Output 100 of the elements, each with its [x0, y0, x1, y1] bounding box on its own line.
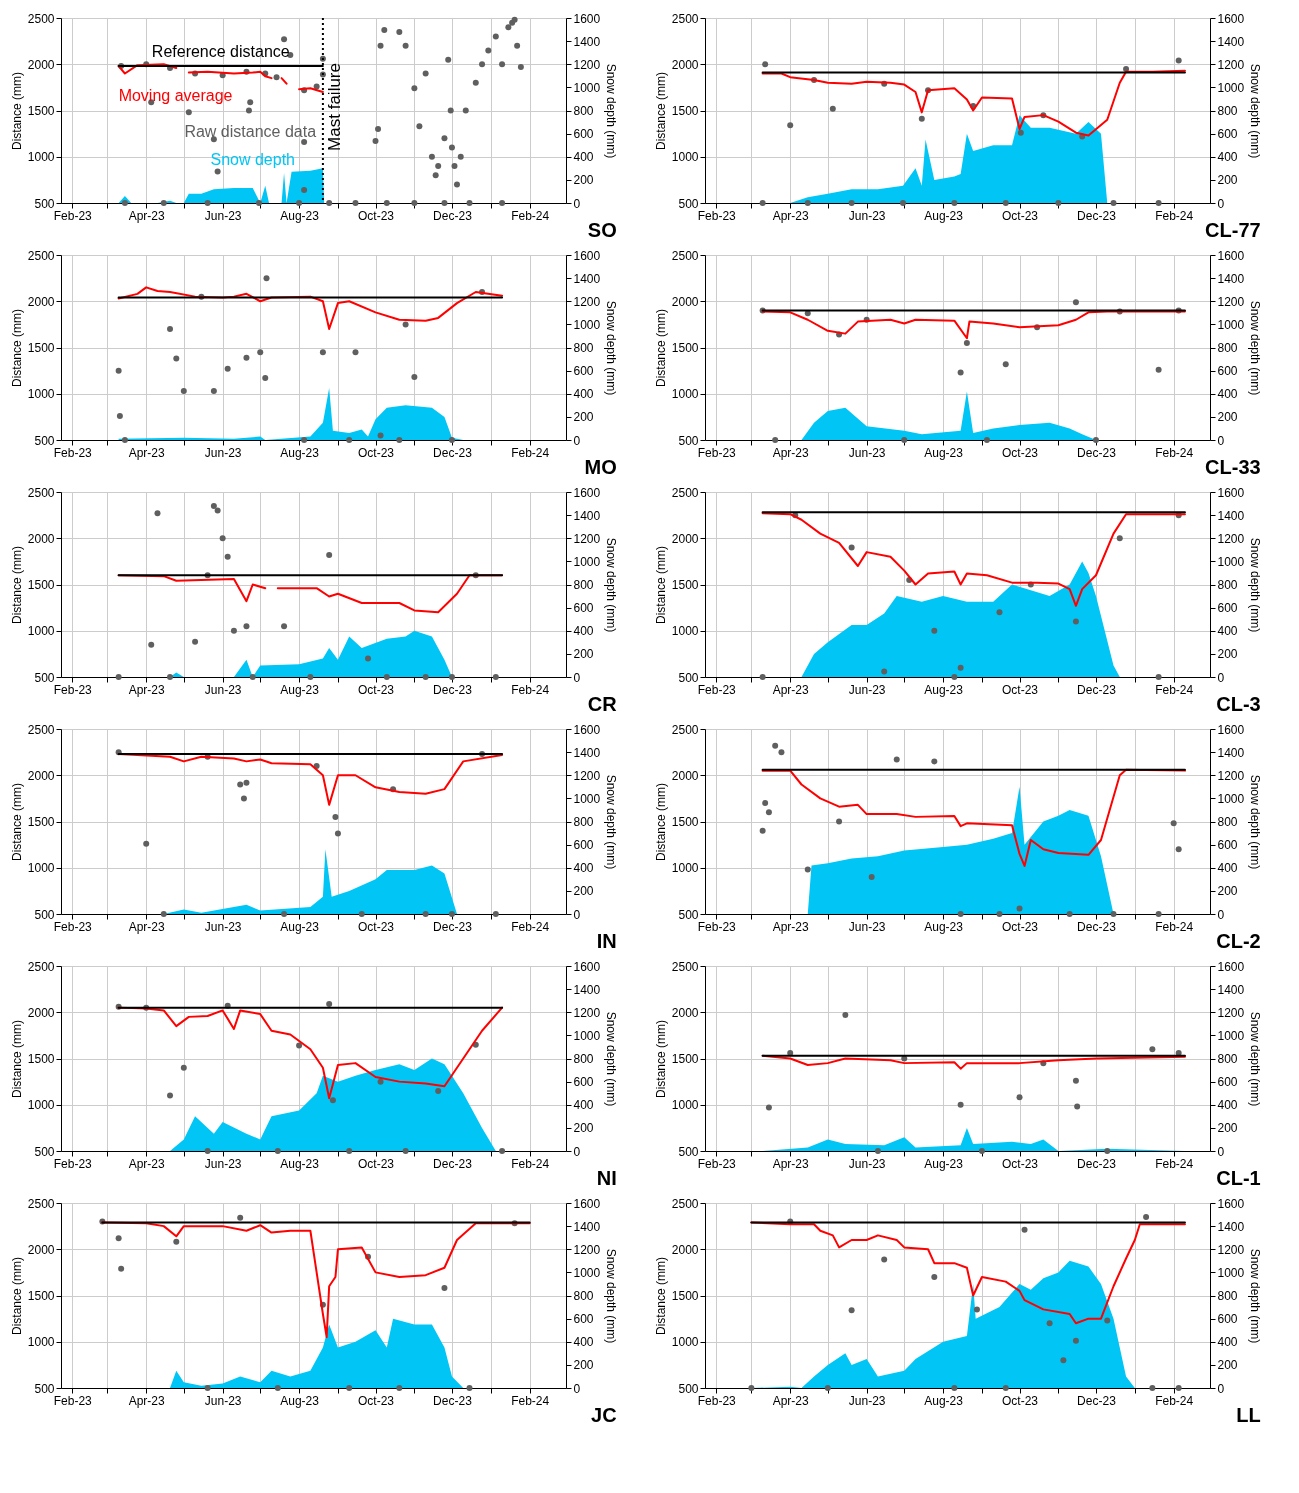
x-tick-label: Oct-23	[1002, 919, 1039, 934]
y-tick-label: 500	[34, 907, 55, 922]
x-tick-label: Oct-23	[358, 682, 395, 697]
y2-tick-label: 200	[1217, 173, 1238, 188]
y2-tick-label: 400	[1217, 150, 1238, 165]
y-tick-label: 1500	[671, 578, 699, 592]
y-tick-label: 2500	[671, 959, 699, 974]
y2-tick-label: 200	[573, 410, 594, 425]
y-axis-title: Distance (mm)	[653, 782, 668, 862]
y-tick-label: 2000	[671, 294, 699, 309]
y2-tick-label: 1200	[1217, 1242, 1245, 1257]
y2-axis-title: Snow depth (mm)	[1248, 1248, 1263, 1344]
y-tick-label: 1000	[27, 150, 55, 165]
y-tick-label: 1500	[27, 815, 55, 829]
y2-tick-label: 600	[1217, 1075, 1238, 1090]
y-tick-label: 1000	[671, 150, 699, 165]
y-tick-label: 500	[678, 1381, 699, 1396]
text: MO	[584, 456, 617, 478]
y-tick-label: 1000	[671, 1335, 699, 1350]
x-tick-label: Apr-23	[128, 919, 166, 934]
y2-tick-label: 0	[573, 196, 581, 211]
y2-tick-label: 800	[1217, 578, 1238, 592]
x-tick-label: Apr-23	[772, 682, 810, 697]
x-tick-label: Feb-23	[697, 445, 737, 460]
y-tick-label: 2500	[27, 722, 55, 737]
y-axis-title: Distance (mm)	[653, 71, 668, 151]
y2-tick-label: 400	[1217, 861, 1238, 876]
y2-tick-label: 200	[573, 1358, 594, 1373]
y2-tick-label: 200	[573, 884, 594, 899]
x-tick-label: Feb-24	[511, 445, 550, 460]
x-tick-label: Feb-23	[697, 1393, 737, 1408]
y2-tick-label: 1000	[573, 317, 601, 332]
y2-tick-label: 800	[1217, 1289, 1238, 1303]
y-tick-label: 1000	[671, 1098, 699, 1113]
text: CL-77	[1205, 219, 1261, 241]
x-tick-label: Dec-23	[1077, 208, 1117, 223]
y2-tick-label: 1400	[1217, 1219, 1245, 1234]
y-tick-label: 2500	[27, 1196, 55, 1211]
y2-tick-label: 800	[1217, 341, 1238, 355]
text: NI	[596, 1167, 617, 1189]
x-tick-label: Oct-23	[1002, 1393, 1039, 1408]
x-tick-label: Apr-23	[772, 1156, 810, 1171]
y2-tick-label: 1400	[1217, 271, 1245, 286]
y2-tick-label: 1400	[1217, 508, 1245, 523]
y2-tick-label: 0	[1217, 907, 1225, 922]
y2-tick-label: 0	[1217, 433, 1225, 448]
y2-tick-label: 1400	[573, 271, 601, 286]
x-tick-label: Dec-23	[1077, 919, 1117, 934]
y-tick-label: 500	[678, 196, 699, 211]
y-tick-label: 2000	[27, 1005, 55, 1020]
y2-tick-label: 0	[1217, 670, 1225, 685]
y-tick-label: 2500	[671, 11, 699, 26]
y2-tick-label: 400	[573, 1098, 594, 1113]
y2-tick-label: 1600	[573, 248, 601, 263]
x-tick-label: Feb-23	[697, 208, 737, 223]
x-tick-label: Jun-23	[204, 682, 242, 697]
x-tick-label: Apr-23	[772, 1393, 810, 1408]
x-tick-label: Aug-23	[280, 682, 320, 697]
x-tick-label: Aug-23	[924, 919, 964, 934]
y-tick-label: 1000	[27, 1335, 55, 1350]
y2-tick-label: 400	[1217, 387, 1238, 402]
y2-tick-label: 200	[1217, 884, 1238, 899]
y2-tick-label: 800	[573, 341, 594, 355]
x-tick-label: Apr-23	[128, 208, 166, 223]
x-tick-label: Jun-23	[204, 919, 242, 934]
x-tick-label: Aug-23	[924, 1393, 964, 1408]
y2-tick-label: 800	[1217, 104, 1238, 118]
x-tick-label: Jun-23	[204, 208, 242, 223]
x-tick-label: Feb-24	[511, 919, 550, 934]
y2-tick-label: 600	[1217, 838, 1238, 853]
y2-tick-label: 800	[573, 815, 594, 829]
x-tick-label: Feb-23	[53, 919, 93, 934]
x-tick-label: Dec-23	[433, 1393, 473, 1408]
y-tick-label: 2500	[671, 722, 699, 737]
x-tick-label: Dec-23	[1077, 445, 1117, 460]
y2-tick-label: 400	[573, 387, 594, 402]
y-tick-label: 2000	[671, 1005, 699, 1020]
y-tick-label: 1500	[671, 1052, 699, 1066]
y2-tick-label: 1400	[1217, 982, 1245, 997]
y-tick-label: 2000	[27, 57, 55, 72]
y2-axis-title: Snow depth (mm)	[1248, 63, 1263, 159]
x-tick-label: Feb-24	[511, 1156, 550, 1171]
x-tick-label: Jun-23	[848, 1156, 886, 1171]
x-tick-label: Apr-23	[772, 919, 810, 934]
x-tick-label: Oct-23	[1002, 445, 1039, 460]
x-tick-label: Feb-23	[53, 1156, 93, 1171]
x-tick-label: Feb-24	[1155, 208, 1194, 223]
y2-axis-title: Snow depth (mm)	[1248, 537, 1263, 633]
y2-tick-label: 1200	[1217, 294, 1245, 309]
text: SO	[587, 219, 617, 241]
x-tick-label: Jun-23	[204, 1393, 242, 1408]
y-tick-label: 500	[34, 196, 55, 211]
ref-line-label: Mast failure	[324, 63, 344, 151]
y2-tick-label: 0	[1217, 196, 1225, 211]
x-tick-label: Oct-23	[358, 1393, 395, 1408]
x-tick-label: Dec-23	[433, 445, 473, 460]
y2-tick-label: 1200	[1217, 768, 1245, 783]
y-axis-title: Distance (mm)	[9, 782, 24, 862]
y2-tick-label: 1400	[573, 34, 601, 49]
y2-tick-label: 1400	[573, 745, 601, 760]
